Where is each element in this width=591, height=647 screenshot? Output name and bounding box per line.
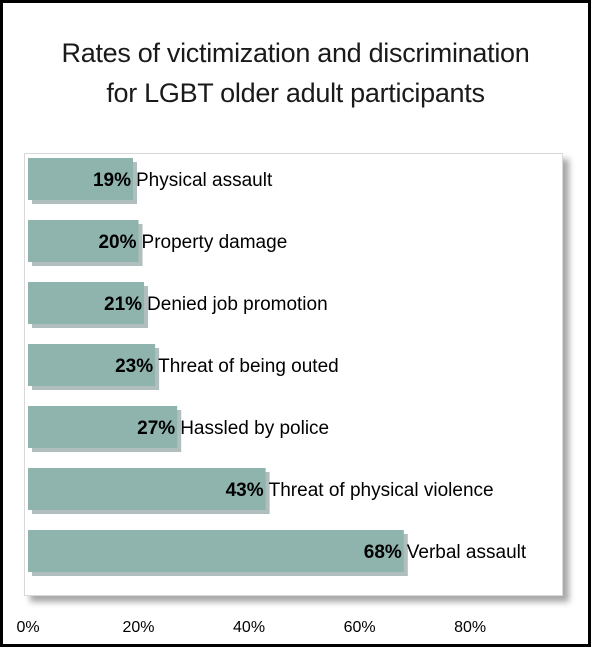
bar-label: 20% Property damage (98, 232, 287, 253)
category-label: Threat of physical violence (269, 480, 494, 501)
bar-label: 68% Verbal assault (364, 542, 527, 563)
data-label: 43% (226, 480, 264, 501)
data-label: 19% (93, 170, 131, 191)
bar-threat-of-physical-violence (28, 468, 266, 510)
data-label: 20% (98, 232, 136, 253)
category-label: Hassled by police (180, 418, 329, 439)
category-label: Threat of being outed (158, 356, 339, 377)
data-label: 21% (104, 294, 142, 315)
chart-title-line-1: Rates of victimization and discriminatio… (61, 38, 530, 68)
x-tick-label: 60% (344, 619, 376, 636)
category-label: Denied job promotion (147, 294, 328, 315)
bar-label: 43% Threat of physical violence (226, 480, 494, 501)
bar-threat-of-being-outed (28, 344, 156, 386)
bar-denied-job-promotion (28, 282, 145, 324)
x-tick-label: 0% (16, 619, 39, 636)
bar-property-damage (28, 220, 139, 262)
x-tick-label: 80% (454, 619, 486, 636)
category-label: Physical assault (136, 170, 273, 191)
data-label: 27% (137, 418, 175, 439)
bar-label: 23% Threat of being outed (115, 356, 339, 377)
bar-hassled-by-police (28, 406, 178, 448)
bar-verbal-assault (28, 530, 404, 572)
data-label: 23% (115, 356, 153, 377)
bar-label: 27% Hassled by police (137, 418, 329, 439)
data-label: 68% (364, 542, 402, 563)
bar-physical-assault (28, 158, 133, 200)
chart-title-line-2: for LGBT older adult participants (106, 78, 485, 108)
bar-label: 21% Denied job promotion (104, 294, 328, 315)
x-tick-label: 40% (233, 619, 265, 636)
category-label: Verbal assault (407, 542, 527, 563)
bar-label: 19% Physical assault (93, 170, 273, 191)
category-label: Property damage (142, 232, 288, 253)
chart-title: Rates of victimization and discriminatio… (3, 33, 588, 113)
x-tick-label: 20% (123, 619, 155, 636)
